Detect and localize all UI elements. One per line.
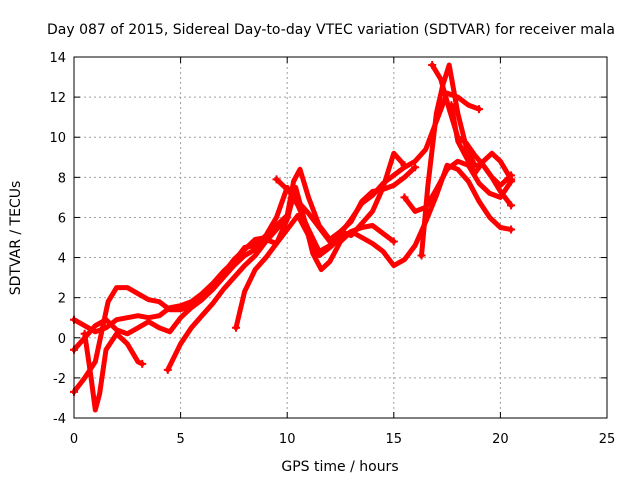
- y-axis-label: SDTVAR / TECUs: [8, 181, 24, 296]
- grid-lines: [74, 57, 607, 418]
- y-tick-label: -4: [53, 412, 66, 427]
- y-tick-label: 0: [58, 332, 66, 347]
- series-line: [233, 162, 514, 331]
- series-arc-d: [80, 329, 147, 413]
- data-point-marker: [507, 201, 516, 210]
- data-point-marker: [232, 323, 241, 332]
- series-line: [82, 331, 145, 413]
- data-point-marker: [80, 329, 89, 338]
- x-axis-label: GPS time / hours: [281, 459, 398, 475]
- x-tick-label: 15: [386, 432, 403, 447]
- x-tick-label: 5: [176, 432, 184, 447]
- y-tick-label: 4: [58, 252, 66, 267]
- data-point-marker: [389, 237, 398, 246]
- series-line: [165, 214, 290, 373]
- x-tick-label: 25: [599, 432, 616, 447]
- plot-frame: [73, 56, 608, 419]
- series-arc-b: [70, 163, 420, 335]
- data-point-marker: [272, 175, 281, 184]
- series-line: [448, 102, 514, 182]
- data-point-marker: [428, 61, 437, 70]
- series-line: [402, 158, 514, 214]
- data-point-marker: [475, 105, 484, 114]
- axis-ticks: 0 5 10 15 20 25 -4 -2 0 2 4 6 8 10 12 14: [49, 51, 615, 447]
- data-point-marker: [138, 359, 147, 368]
- data-series: [70, 61, 516, 413]
- series-arc-f: [232, 162, 516, 332]
- series-line: [71, 164, 418, 335]
- data-point-marker: [507, 225, 516, 234]
- y-tick-label: -2: [53, 372, 66, 387]
- x-tick-label: 0: [70, 432, 78, 447]
- data-point-marker: [417, 251, 426, 260]
- y-tick-label: 10: [49, 131, 66, 146]
- y-tick-label: 12: [49, 91, 66, 106]
- y-tick-label: 2: [58, 292, 66, 307]
- x-tick-label: 20: [492, 432, 509, 447]
- x-tick-label: 10: [279, 432, 296, 447]
- series-arc-k: [447, 101, 516, 184]
- data-point-marker: [400, 193, 409, 202]
- data-point-marker: [411, 163, 420, 172]
- y-tick-label: 14: [49, 51, 66, 66]
- data-point-marker: [447, 101, 456, 110]
- y-tick-label: 6: [58, 211, 66, 226]
- data-point-marker: [163, 365, 172, 374]
- series-line: [71, 212, 397, 353]
- series-line: [429, 62, 514, 188]
- chart-title: Day 087 of 2015, Sidereal Day-to-day VTE…: [47, 22, 615, 38]
- series-arc-e: [163, 213, 292, 374]
- y-tick-label: 8: [58, 171, 66, 186]
- data-point-marker: [507, 175, 516, 184]
